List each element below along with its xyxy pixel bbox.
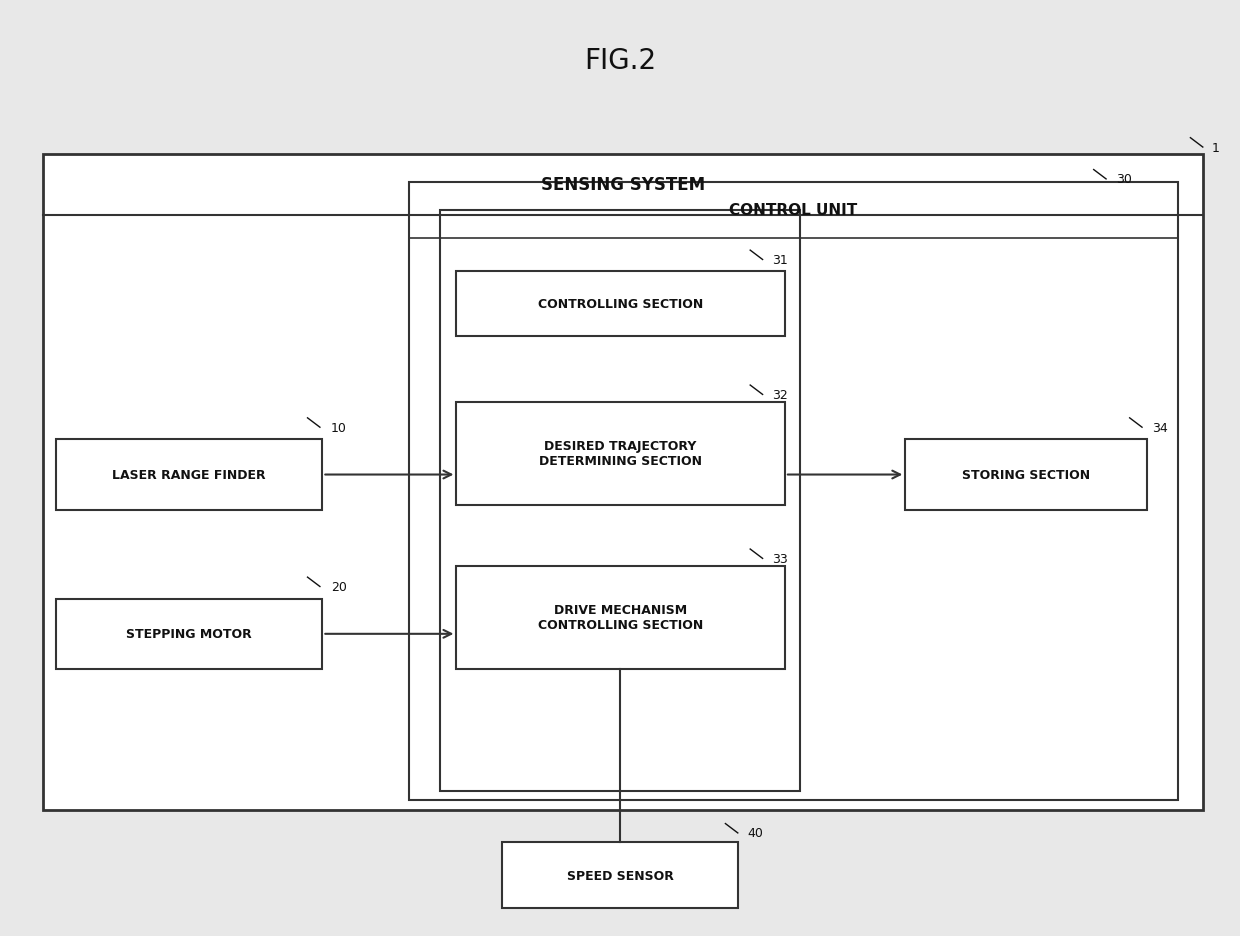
Text: SENSING SYSTEM: SENSING SYSTEM [541, 176, 706, 194]
Text: LASER RANGE FINDER: LASER RANGE FINDER [113, 469, 265, 481]
Text: FIG.2: FIG.2 [584, 47, 656, 75]
Text: 30: 30 [1116, 173, 1132, 186]
Text: 33: 33 [773, 552, 789, 565]
Text: 10: 10 [331, 421, 347, 434]
Text: STORING SECTION: STORING SECTION [962, 469, 1090, 481]
Bar [409, 183, 1178, 800]
Text: CONTROL UNIT: CONTROL UNIT [729, 203, 858, 218]
Bar [456, 271, 785, 337]
Text: DRIVE MECHANISM
CONTROLLING SECTION: DRIVE MECHANISM CONTROLLING SECTION [538, 604, 703, 632]
Text: DESIRED TRAJECTORY
DETERMINING SECTION: DESIRED TRAJECTORY DETERMINING SECTION [539, 440, 702, 468]
Bar [905, 440, 1147, 510]
Text: 31: 31 [773, 254, 789, 267]
Text: 1: 1 [1211, 141, 1219, 154]
Text: CONTROLLING SECTION: CONTROLLING SECTION [538, 298, 703, 311]
Text: 34: 34 [1152, 421, 1168, 434]
Text: 32: 32 [773, 388, 789, 402]
Bar [56, 440, 322, 510]
Bar [56, 599, 322, 669]
Bar [456, 566, 785, 669]
Text: 40: 40 [748, 826, 764, 840]
Text: SPEED SENSOR: SPEED SENSOR [567, 869, 673, 882]
Bar [440, 211, 800, 791]
Bar [456, 402, 785, 505]
Text: 20: 20 [331, 580, 347, 593]
Bar [502, 842, 738, 908]
Bar [43, 154, 1203, 810]
Text: STEPPING MOTOR: STEPPING MOTOR [126, 628, 252, 640]
